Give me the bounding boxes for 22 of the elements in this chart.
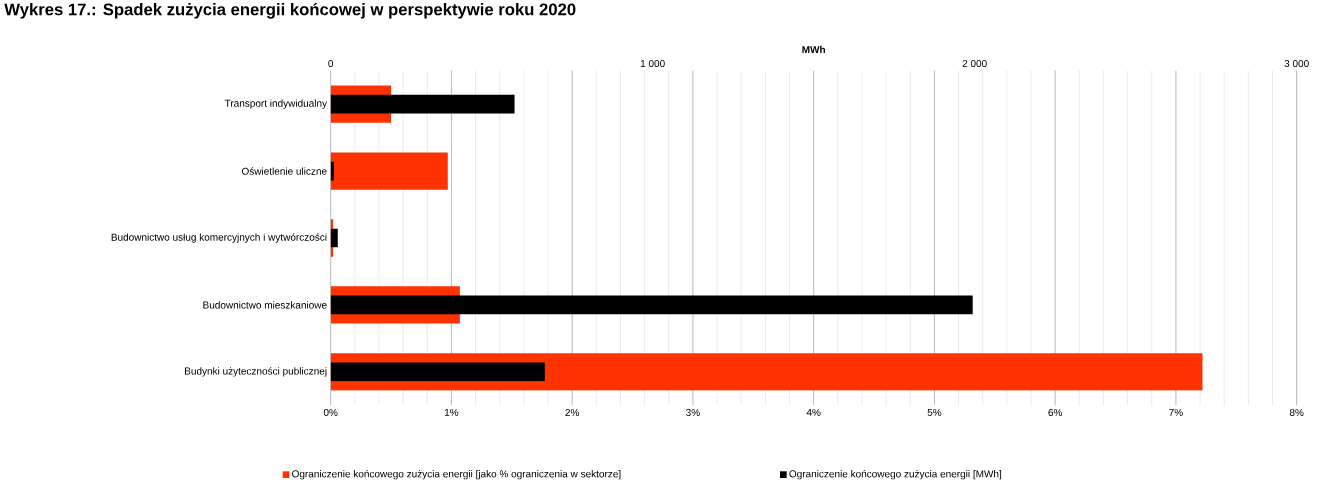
y-tick-label: Transport indywidualny [224,99,328,109]
x2-tick-label: 0 [328,59,334,68]
x-tick-label: 6% [1048,408,1063,417]
x2-tick-label: 2 000 [962,59,987,68]
x-tick-label: 3% [686,408,700,417]
x-tick-label: 7% [1169,408,1183,416]
x-tick-label: 0% [323,408,338,417]
legend-label: Ograniczenie końcowego zużycia energii [MWh] [789,469,1002,480]
y-tick-label: Budynki użyteczności publicznej [185,367,327,377]
y-tick-label: Budownictwo usług komercyjnych i wytwórczości [111,233,327,243]
x-tick-label: 1% [444,408,459,416]
x-tick-label: 4% [806,408,821,416]
x-tick-label: 8% [1289,408,1304,417]
legend-label: Ograniczenie końcowego zużycia energii [jako % ograniczenia w sektorze] [292,469,621,480]
y-tick-label: Budownictwo mieszkaniowe [203,301,327,309]
x-tick-label: 5% [927,408,942,416]
x2-tick-label: 1 000 [640,59,665,68]
chart-title: Wykres 17.: Spadek zużycia energii końcowej w perspektywie roku 2020 [4,2,576,19]
x-tick-label: 2% [565,408,580,416]
y-tick-label: Oświetlenie uliczne [241,167,327,175]
x2-axis-title: MWh [802,45,825,54]
x2-tick-label: 3 000 [1284,59,1309,68]
